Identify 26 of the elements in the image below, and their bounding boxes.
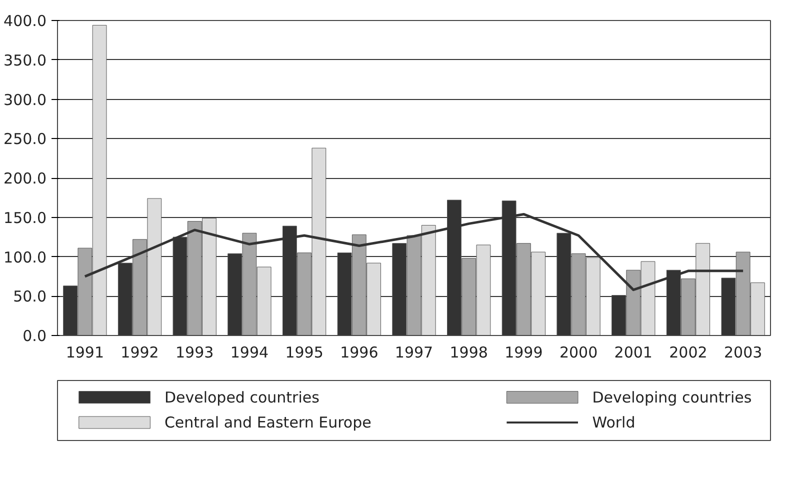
y-tick-label: 50.0: [13, 288, 47, 306]
y-tick-label: 250.0: [4, 130, 47, 148]
x-tick-label: 1994: [230, 344, 269, 362]
y-tick-label: 0.0: [22, 327, 47, 345]
x-tick-label: 1998: [450, 344, 488, 362]
y-tick-label: 300.0: [4, 90, 47, 109]
x-tick-label: 2003: [724, 344, 762, 362]
y-tick-label: 400.0: [4, 12, 47, 30]
x-tick-label: 2001: [614, 344, 652, 362]
x-tick-label: 1993: [176, 344, 214, 362]
y-tick-label: 200.0: [4, 170, 47, 188]
legend-label: Central and Eastern Europe: [164, 414, 372, 432]
x-tick-label: 1996: [340, 344, 378, 362]
x-tick-label: 2002: [669, 344, 708, 362]
legend-label: Developed countries: [164, 388, 320, 406]
y-tick-label: 100.0: [4, 248, 47, 266]
legend-label: World: [592, 414, 636, 432]
x-tick-label: 1997: [394, 344, 434, 362]
x-tick-label: 1995: [285, 344, 324, 362]
legend-label: Developing countries: [592, 388, 752, 406]
x-tick-label: 1992: [120, 344, 159, 362]
x-tick-label: 1991: [66, 344, 104, 362]
x-tick-label: 2000: [559, 344, 598, 362]
y-tick-label: 150.0: [4, 208, 47, 227]
x-tick-label: 1999: [504, 344, 543, 362]
y-tick-label: 350.0: [4, 51, 47, 70]
